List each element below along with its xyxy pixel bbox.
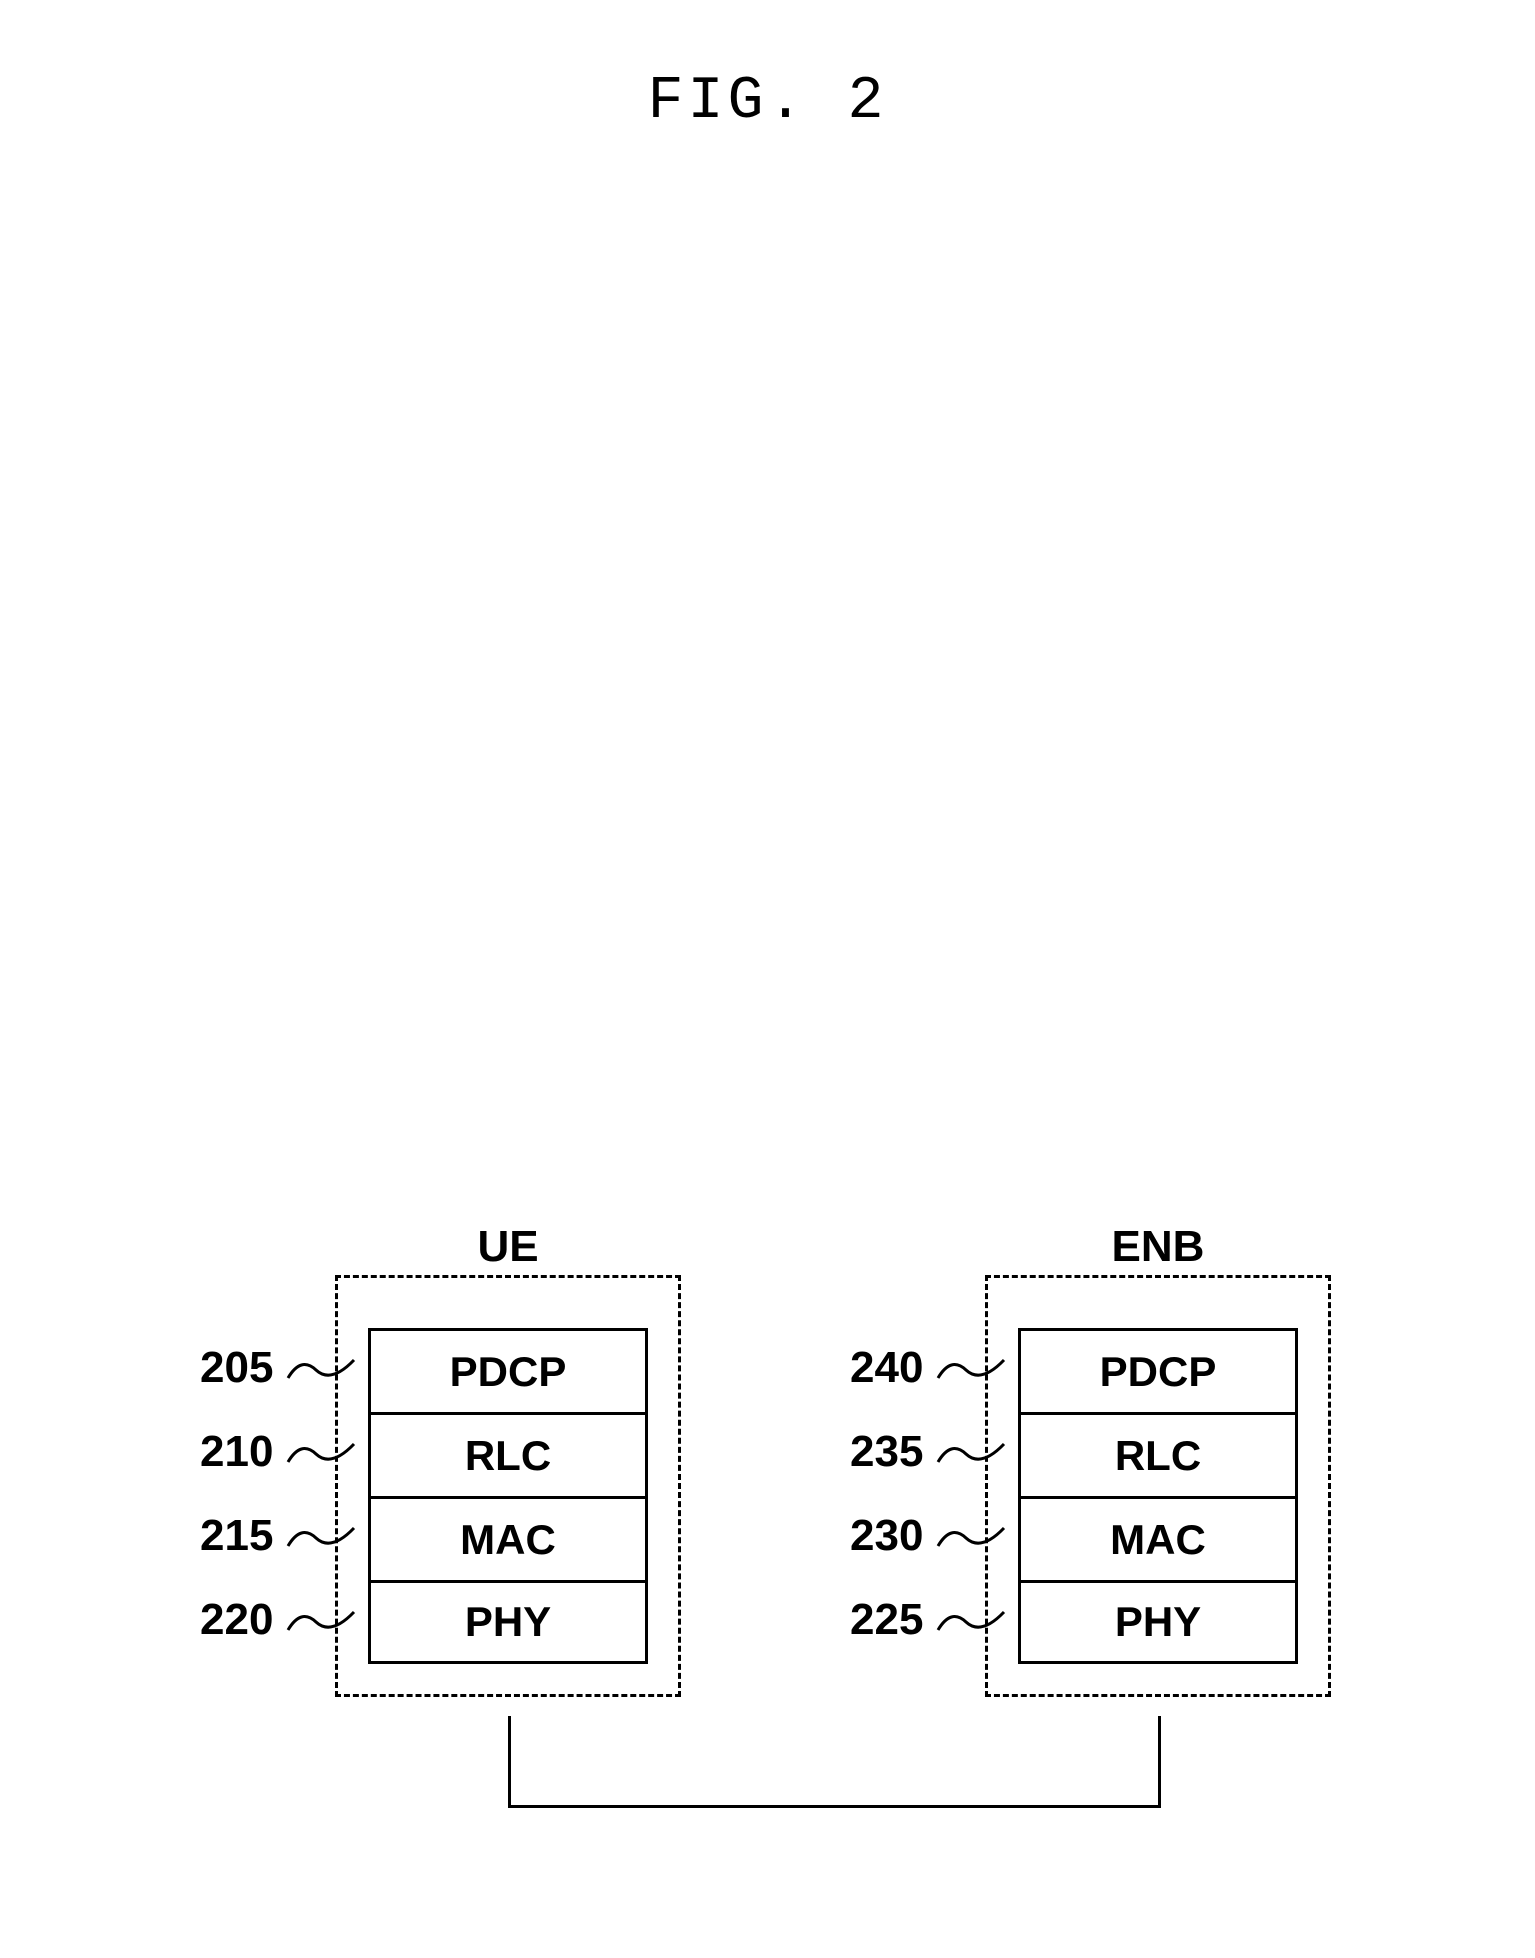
ue-layer-rlc: RLC	[368, 1412, 648, 1496]
squiggle-icon	[936, 1518, 1006, 1554]
squiggle-icon	[936, 1434, 1006, 1470]
connector-horizontal	[508, 1805, 1161, 1808]
ref-225: 225	[850, 1595, 923, 1645]
squiggle-icon	[936, 1350, 1006, 1386]
ue-layer-pdcp: PDCP	[368, 1328, 648, 1412]
ref-205: 205	[200, 1343, 273, 1393]
squiggle-icon	[286, 1434, 356, 1470]
enb-layer-pdcp: PDCP	[1018, 1328, 1298, 1412]
enb-layer-phy: PHY	[1018, 1580, 1298, 1664]
squiggle-icon	[936, 1602, 1006, 1638]
ue-stack-title: UE	[477, 1222, 538, 1272]
ref-215: 215	[200, 1511, 273, 1561]
ref-210: 210	[200, 1427, 273, 1477]
page: FIG. 2 UE PDCP RLC MAC PHY ENB PDCP RLC …	[0, 0, 1535, 1958]
ref-220: 220	[200, 1595, 273, 1645]
enb-layer-mac: MAC	[1018, 1496, 1298, 1580]
connector-vertical-right	[1158, 1716, 1161, 1808]
ref-230: 230	[850, 1511, 923, 1561]
connector-vertical-left	[508, 1716, 511, 1808]
ue-stack-group: UE PDCP RLC MAC PHY	[335, 1275, 681, 1697]
figure-title: FIG. 2	[647, 68, 887, 136]
squiggle-icon	[286, 1602, 356, 1638]
enb-stack-title: ENB	[1112, 1222, 1205, 1272]
ue-layer-mac: MAC	[368, 1496, 648, 1580]
enb-stack-group: ENB PDCP RLC MAC PHY	[985, 1275, 1331, 1697]
ue-layer-phy: PHY	[368, 1580, 648, 1664]
squiggle-icon	[286, 1350, 356, 1386]
ref-235: 235	[850, 1427, 923, 1477]
enb-layer-rlc: RLC	[1018, 1412, 1298, 1496]
ref-240: 240	[850, 1343, 923, 1393]
squiggle-icon	[286, 1518, 356, 1554]
